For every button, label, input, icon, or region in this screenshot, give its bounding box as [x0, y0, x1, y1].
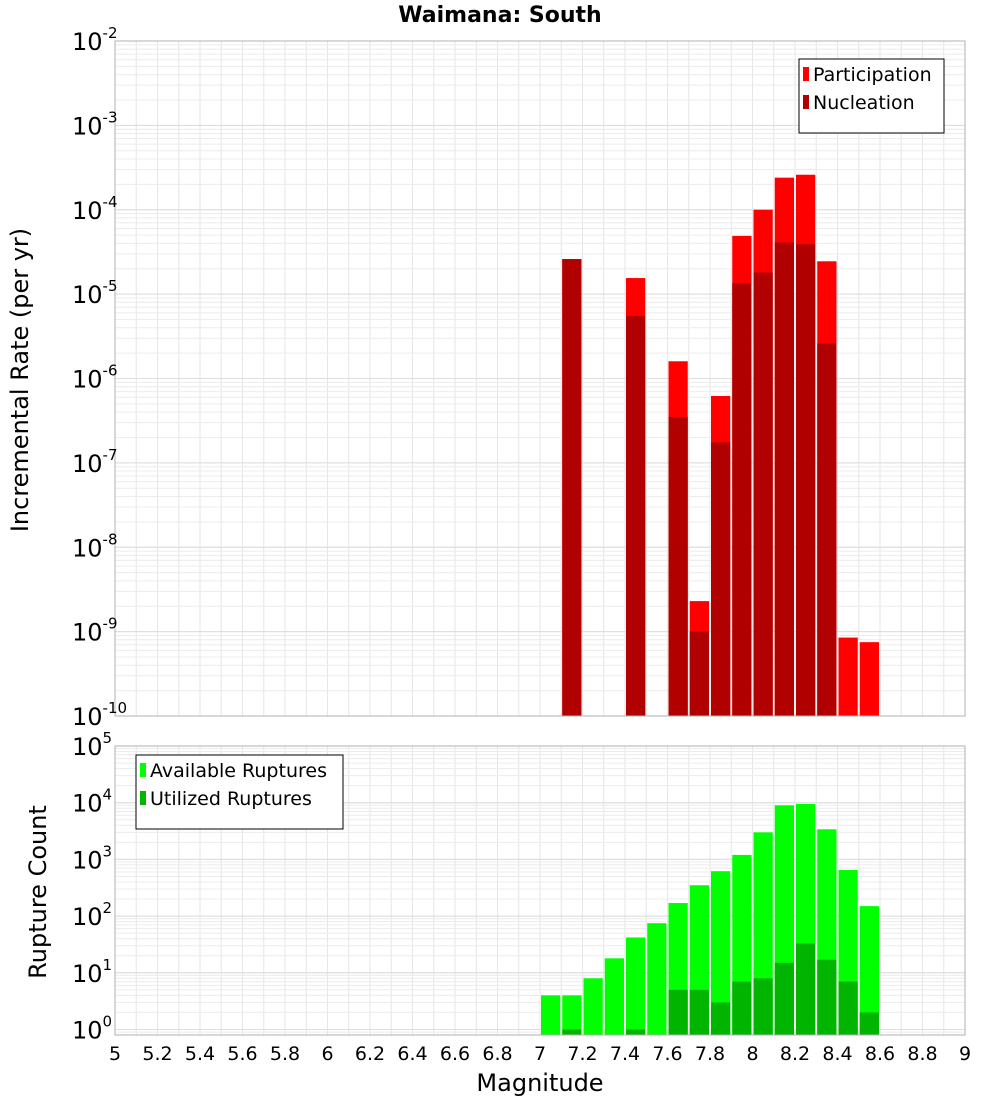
rate-y-tick-label: 10-10	[72, 699, 127, 731]
x-tick-label: 5.4	[185, 1043, 215, 1065]
x-tick-label: 9	[959, 1043, 971, 1065]
x-tick-label: 8.2	[780, 1043, 810, 1065]
rate-bar	[817, 343, 837, 716]
x-tick-label: 8.6	[865, 1043, 895, 1065]
rate-legend: Participation Nucleation	[798, 58, 945, 134]
count-legend-label: Available Ruptures	[150, 760, 327, 782]
rate-y-tick-label: 10-8	[72, 530, 118, 562]
count-legend-swatch	[140, 763, 146, 777]
count-y-tick-label: 101	[72, 956, 112, 988]
count-bar	[838, 981, 858, 1035]
count-bar	[711, 871, 731, 1035]
x-tick-label: 7.6	[652, 1043, 682, 1065]
rate-y-tick-label: 10-9	[72, 615, 118, 647]
rate-panel: 10-10 10-9 10-8 10-7 10-6 10-5 10-4 10-3 10-2 Par…	[72, 24, 966, 731]
x-tick-label: 5.8	[270, 1043, 300, 1065]
rate-legend-box	[798, 58, 945, 134]
count-legend: Available Ruptures Utilized Ruptures	[135, 754, 344, 830]
rate-y-tick-label: 10-2	[72, 24, 118, 56]
count-bar	[753, 978, 773, 1035]
chart-title: Waimana: South	[398, 3, 601, 28]
count-bar	[604, 958, 624, 1035]
count-y-ticks: 100 101 102 103 104 105	[72, 729, 112, 1045]
count-y-tick-label: 103	[72, 842, 112, 874]
rate-bar	[562, 259, 582, 716]
count-bar	[626, 937, 646, 1035]
rate-bar	[796, 244, 816, 717]
count-bar	[711, 1002, 731, 1035]
count-plot-frame	[114, 745, 966, 1036]
rate-y-tick-label: 10-6	[72, 362, 118, 394]
rate-legend-label: Participation	[813, 64, 932, 86]
count-series-utilized-ruptures	[562, 943, 879, 1035]
x-tick-label: 6.6	[440, 1043, 470, 1065]
count-bar	[859, 1012, 879, 1035]
count-bar	[774, 962, 794, 1035]
count-bar	[541, 995, 561, 1035]
x-tick-label: 8.8	[907, 1043, 937, 1065]
count-y-tick-label: 100	[72, 1013, 112, 1045]
count-bar	[562, 995, 582, 1035]
count-bar	[859, 906, 879, 1035]
x-tick-label: 7.2	[567, 1043, 597, 1065]
rate-y-tick-label: 10-3	[72, 108, 118, 140]
count-bar	[562, 1029, 582, 1035]
count-bar	[583, 978, 603, 1035]
x-tick-label: 5.6	[227, 1043, 257, 1065]
x-tick-label: 6	[321, 1043, 333, 1065]
rate-y-tick-label: 10-5	[72, 277, 118, 309]
count-legend-label: Utilized Ruptures	[150, 788, 312, 810]
rate-bar	[753, 272, 773, 716]
x-tick-label: 6.8	[482, 1043, 512, 1065]
rate-bar	[626, 316, 646, 716]
count-bar	[732, 981, 752, 1035]
x-tick-label: 7.4	[610, 1043, 640, 1065]
count-y-tick-label: 104	[72, 786, 112, 818]
rate-y-ticks: 10-10 10-9 10-8 10-7 10-6 10-5 10-4 10-3 10-2	[72, 24, 127, 731]
x-tick-label: 6.4	[397, 1043, 427, 1065]
rate-legend-swatch	[803, 95, 809, 109]
bottom-y-axis-label: Rupture Count	[24, 805, 52, 979]
count-bar	[796, 943, 816, 1035]
x-axis-label: Magnitude	[476, 1069, 603, 1097]
count-bar	[817, 959, 837, 1035]
rate-y-tick-label: 10-7	[72, 446, 118, 478]
count-bar	[647, 923, 667, 1035]
rate-bar	[859, 642, 879, 716]
x-tick-label: 7.8	[695, 1043, 725, 1065]
rate-series-nucleation	[562, 242, 837, 717]
count-y-tick-label: 105	[72, 729, 112, 761]
count-bar	[689, 989, 709, 1035]
rate-bar	[838, 637, 858, 716]
x-ticks: 5 5.2 5.4 5.6 5.8 6 6.2 6.4 6.6 6.8 7 7.2 7.4 7.6 7.8 8…	[109, 1043, 971, 1065]
rupture-count-panel: 100 101 102 103 104 105 5 5.2 5.4 5.6 5.8 6 6.2 6.4 6.…	[72, 729, 971, 1065]
rate-grid	[114, 40, 966, 717]
top-y-axis-label: Incremental Rate (per yr)	[6, 228, 34, 532]
x-tick-label: 6.2	[355, 1043, 385, 1065]
rate-bar	[711, 442, 731, 716]
rate-bar	[668, 416, 688, 716]
rate-y-tick-label: 10-4	[72, 193, 118, 225]
rate-plot-frame	[114, 40, 966, 717]
rate-bar	[732, 283, 752, 716]
x-tick-label: 8	[746, 1043, 758, 1065]
rate-legend-label: Nucleation	[813, 92, 915, 114]
x-tick-label: 8.4	[822, 1043, 852, 1065]
count-bar	[668, 989, 688, 1035]
count-legend-swatch	[140, 791, 146, 805]
count-bar	[626, 1029, 646, 1035]
x-tick-label: 7	[534, 1043, 546, 1065]
rate-bar	[689, 631, 709, 716]
rate-bar	[774, 242, 794, 716]
count-y-tick-label: 102	[72, 899, 112, 931]
count-legend-box	[135, 754, 344, 830]
x-tick-label: 5	[109, 1043, 121, 1065]
x-tick-label: 5.2	[142, 1043, 172, 1065]
rate-legend-swatch	[803, 67, 809, 81]
